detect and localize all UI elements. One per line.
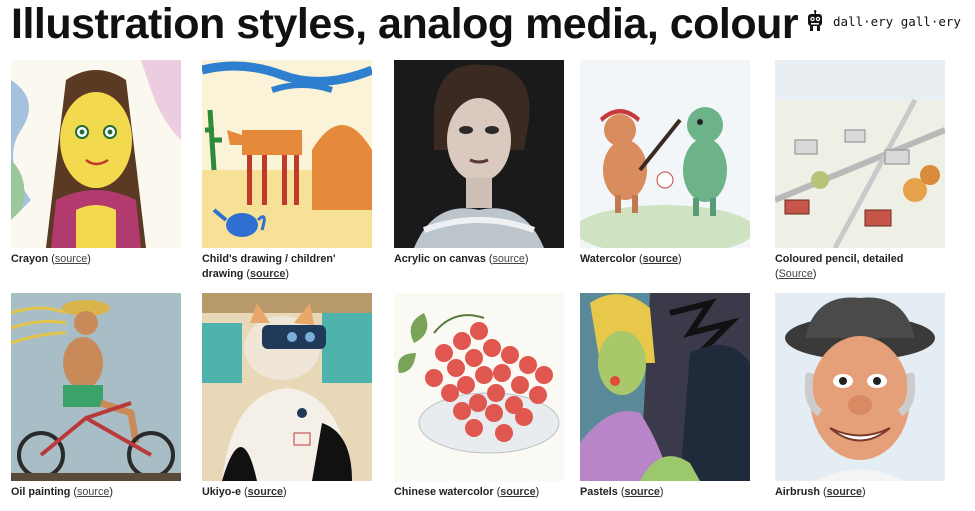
gallery-card-coloured-pencil[interactable]: Coloured pencil, detailed (Source)	[775, 60, 947, 282]
card-label: Child's drawing / children' drawing	[202, 253, 336, 280]
card-caption: Pastels (source)	[580, 486, 664, 498]
source-link[interactable]: source	[247, 486, 284, 498]
gallery-card-airbrush[interactable]: Airbrush (source)	[775, 293, 947, 500]
gallery-card-crayon[interactable]: Crayon (source)	[11, 60, 183, 267]
card-label: Chinese watercolor	[394, 486, 494, 498]
ukiyo-e-artwork-image[interactable]	[202, 293, 372, 481]
card-label: Watercolor	[580, 253, 636, 265]
watercolor-artwork-image[interactable]	[580, 60, 750, 248]
source-link[interactable]: source	[826, 486, 863, 498]
card-caption: Child's drawing / children' drawing (sou…	[202, 253, 336, 280]
card-caption: Oil painting (source)	[11, 486, 114, 498]
gallery-card-chinese-watercolor[interactable]: Chinese watercolor (source)	[394, 293, 566, 500]
gallery-card-oil-painting[interactable]: Oil painting (source)	[11, 293, 183, 500]
source-link[interactable]: source	[624, 486, 660, 498]
card-caption: Airbrush (source)	[775, 486, 866, 498]
brand-text[interactable]: dall·ery gall·ery	[833, 13, 961, 29]
card-label: Crayon	[11, 253, 49, 265]
card-label: Coloured pencil, detailed	[775, 253, 904, 265]
card-label: Ukiyo-e	[202, 486, 242, 498]
source-link[interactable]: Source	[778, 268, 813, 280]
source-link[interactable]: source	[500, 486, 536, 498]
page-title: Illustration styles, analog media, colou…	[11, 0, 799, 48]
source-link[interactable]: source	[492, 253, 525, 265]
acrylic-artwork-image[interactable]	[394, 60, 564, 248]
source-link[interactable]: source	[642, 253, 679, 265]
card-caption: Watercolor (source)	[580, 253, 682, 265]
gallery-card-watercolor[interactable]: Watercolor (source)	[580, 60, 752, 267]
source-link[interactable]: source	[77, 486, 110, 498]
childs-drawing-artwork-image[interactable]	[202, 60, 372, 248]
card-caption: Crayon (source)	[11, 253, 91, 265]
source-link[interactable]: source	[250, 268, 286, 280]
card-caption: Chinese watercolor (source)	[394, 486, 540, 498]
gallery-card-pastels[interactable]: Pastels (source)	[580, 293, 752, 500]
card-caption: Acrylic on canvas (source)	[394, 253, 529, 265]
gallery-card-ukiyo-e[interactable]: Ukiyo-e (source)	[202, 293, 374, 500]
card-caption: Coloured pencil, detailed (Source)	[775, 253, 904, 280]
coloured-pencil-artwork-image[interactable]	[775, 60, 945, 248]
card-label: Oil painting	[11, 486, 71, 498]
airbrush-artwork-image[interactable]	[775, 293, 945, 481]
card-label: Acrylic on canvas	[394, 253, 486, 265]
gallery-card-childs-drawing[interactable]: Child's drawing / children' drawing (sou…	[202, 60, 374, 282]
pastels-artwork-image[interactable]	[580, 293, 750, 481]
oil-painting-artwork-image[interactable]	[11, 293, 181, 481]
source-link[interactable]: source	[54, 253, 88, 265]
gallery-card-acrylic[interactable]: Acrylic on canvas (source)	[394, 60, 566, 267]
card-caption: Ukiyo-e (source)	[202, 486, 287, 498]
brand-link[interactable]: dall·ery gall·ery	[805, 10, 961, 32]
dalle-robot-icon	[808, 10, 822, 31]
crayon-artwork-image[interactable]	[11, 60, 181, 248]
card-label: Pastels	[580, 486, 618, 498]
card-label: Airbrush	[775, 486, 820, 498]
chinese-watercolor-artwork-image[interactable]	[394, 293, 564, 481]
